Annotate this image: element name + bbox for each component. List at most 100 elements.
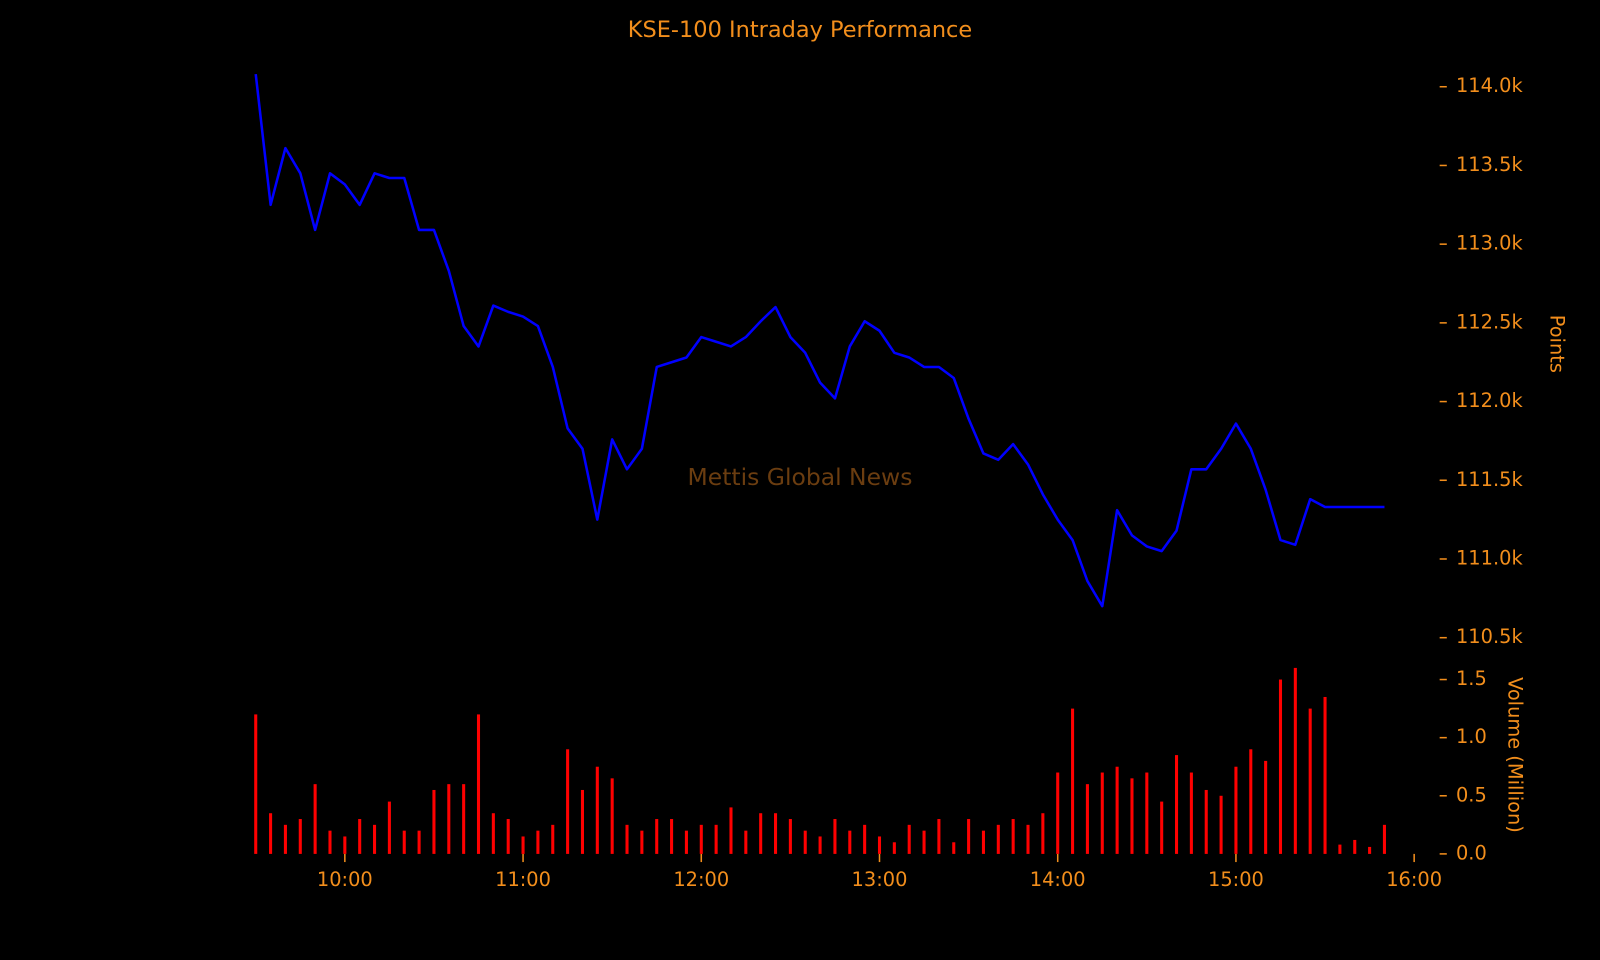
volume-bar: [1189, 772, 1193, 854]
volume-bar: [1041, 813, 1045, 854]
volume-bar: [863, 824, 867, 854]
volume-bar: [1264, 760, 1268, 854]
y-tick-label: 112.5k: [1456, 310, 1523, 333]
volume-bar: [1323, 696, 1327, 854]
volume-bar: [952, 842, 956, 854]
volume-bar: [1026, 824, 1030, 854]
volume-bar: [402, 830, 406, 854]
y-tick-label: 111.5k: [1456, 468, 1523, 491]
volume-bar: [462, 784, 466, 854]
volume-bar: [298, 819, 302, 854]
volume-bar: [699, 824, 703, 854]
volume-bar: [1382, 824, 1386, 854]
volume-bar: [833, 819, 837, 854]
volume-bar: [506, 819, 510, 854]
volume-bar: [774, 813, 778, 854]
volume-bar: [1368, 846, 1372, 854]
x-tick-label: 14:00: [1030, 868, 1086, 891]
volume-bar: [625, 824, 629, 854]
volume-bar: [848, 830, 852, 854]
volume-bar: [1219, 795, 1223, 854]
volume-bar: [283, 824, 287, 854]
volume-bar: [313, 784, 317, 854]
volume-bar: [580, 789, 584, 854]
volume-bar: [254, 714, 258, 854]
volume-bar: [1085, 784, 1089, 854]
volume-bar: [922, 830, 926, 854]
volume-bar: [803, 830, 807, 854]
volume-bar: [387, 801, 391, 854]
y-tick-label: 114.0k: [1456, 74, 1523, 97]
x-tick-label: 15:00: [1208, 868, 1264, 891]
y-tick-label: 112.0k: [1456, 389, 1523, 412]
x-tick-label: 12:00: [673, 868, 729, 891]
x-tick-label: 10:00: [317, 868, 373, 891]
volume-bar: [491, 813, 495, 854]
volume-bar: [670, 819, 674, 854]
volume-bar: [373, 824, 377, 854]
y-tick-label: 0.5: [1456, 783, 1487, 806]
volume-bar: [1145, 772, 1149, 854]
volume-bar: [684, 830, 688, 854]
volume-bar: [1130, 778, 1134, 854]
volume-bar: [1160, 801, 1164, 854]
volume-bar: [892, 842, 896, 854]
volume-bar: [417, 830, 421, 854]
volume-bar: [358, 819, 362, 854]
volume-bar: [595, 766, 599, 854]
volume-bar: [1071, 708, 1075, 854]
volume-bar: [1353, 839, 1357, 854]
volume-bar: [551, 824, 555, 854]
volume-bar: [269, 813, 273, 854]
price-line: [254, 74, 1385, 608]
volume-bar: [566, 749, 570, 854]
volume-bar: [1100, 772, 1104, 854]
y-tick-label: 110.5k: [1456, 625, 1523, 648]
volume-bar: [714, 824, 718, 854]
volume-bar: [328, 830, 332, 854]
volume-bar: [1056, 772, 1060, 854]
volume-bar: [981, 830, 985, 854]
volume-bar: [655, 819, 659, 854]
volume-bar: [476, 714, 481, 854]
volume-bar: [1338, 844, 1342, 854]
volume-bar: [1115, 766, 1119, 854]
volume-bar: [447, 784, 451, 854]
volume-bar: [610, 778, 614, 854]
volume-bar: [907, 824, 911, 854]
volume-bar: [521, 836, 525, 854]
volume-bar: [536, 830, 540, 854]
volume-bar: [818, 836, 822, 854]
volume-bar: [432, 789, 436, 854]
volume-bar: [937, 819, 941, 854]
volume-bar: [1011, 819, 1015, 854]
volume-bar: [1174, 755, 1179, 854]
y-tick-label: 111.0k: [1456, 546, 1523, 569]
volume-bar: [640, 830, 644, 854]
volume-bar: [788, 819, 792, 854]
y-tick-label: 0.0: [1456, 841, 1487, 864]
volume-bar: [729, 807, 733, 854]
volume-bar: [1278, 679, 1283, 854]
volume-bar: [1249, 749, 1253, 854]
volume-bar: [759, 813, 763, 854]
volume-bar: [877, 836, 882, 854]
volume-bar: [1308, 708, 1312, 854]
x-tick-label: 13:00: [852, 868, 908, 891]
volume-bar: [996, 824, 1000, 854]
watermark: Mettis Global News: [688, 463, 913, 491]
y-tick-label: 1.0: [1456, 725, 1487, 748]
volume-bar: [1234, 766, 1238, 854]
y-tick-label: 1.5: [1456, 667, 1487, 690]
y-axis-label: Points: [1545, 315, 1568, 373]
volume-bar: [343, 836, 347, 854]
volume-bar: [967, 819, 971, 854]
x-tick-label: 16:00: [1386, 868, 1442, 891]
chart-title: KSE-100 Intraday Performance: [628, 17, 972, 43]
volume-bar: [1293, 667, 1297, 854]
y-tick-label: 113.0k: [1456, 232, 1523, 255]
volume-bar: [1204, 789, 1208, 854]
volume-bar: [744, 830, 748, 854]
x-tick-label: 11:00: [495, 868, 551, 891]
